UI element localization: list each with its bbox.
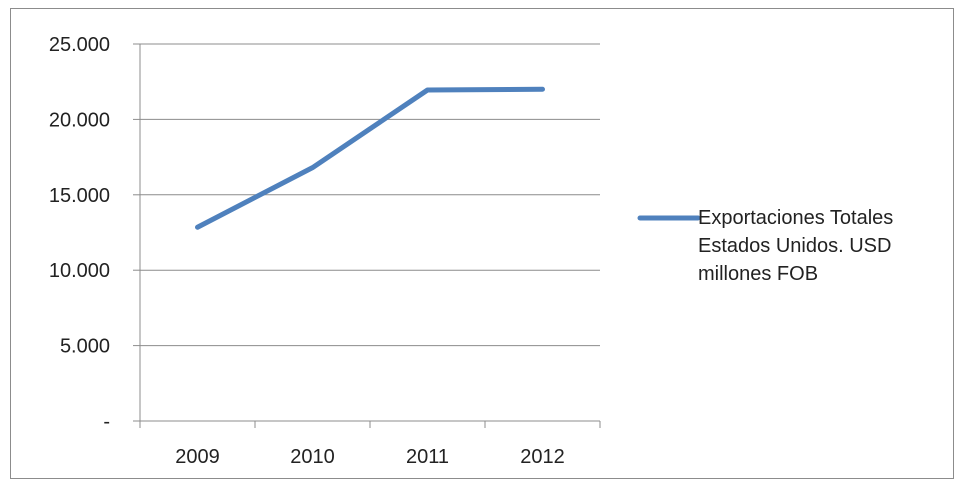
y-tick-label: 10.000 <box>49 260 110 282</box>
gridlines <box>140 43 600 347</box>
y-axis-labels: - 5.000 10.000 15.000 20.000 25.000 <box>49 34 110 433</box>
legend-entry-label: Exportaciones Totales Estados Unidos. US… <box>698 207 894 285</box>
y-tick-label: - <box>103 411 110 433</box>
axes <box>133 43 601 428</box>
x-tick-label: 2011 <box>406 446 449 468</box>
y-tick-label: 5.000 <box>60 336 110 358</box>
x-tick-label: 2012 <box>520 446 565 468</box>
series-group <box>195 86 545 230</box>
y-tick-label: 15.000 <box>49 185 110 207</box>
x-axis-labels: 2009 2010 2011 2012 <box>175 446 565 468</box>
y-tick-label: 25.000 <box>49 34 110 56</box>
y-tick-label: 20.000 <box>49 109 110 131</box>
x-tick-label: 2009 <box>175 446 220 468</box>
series-line <box>195 86 545 230</box>
chart-area <box>10 8 954 479</box>
x-tick-label: 2010 <box>290 446 335 468</box>
